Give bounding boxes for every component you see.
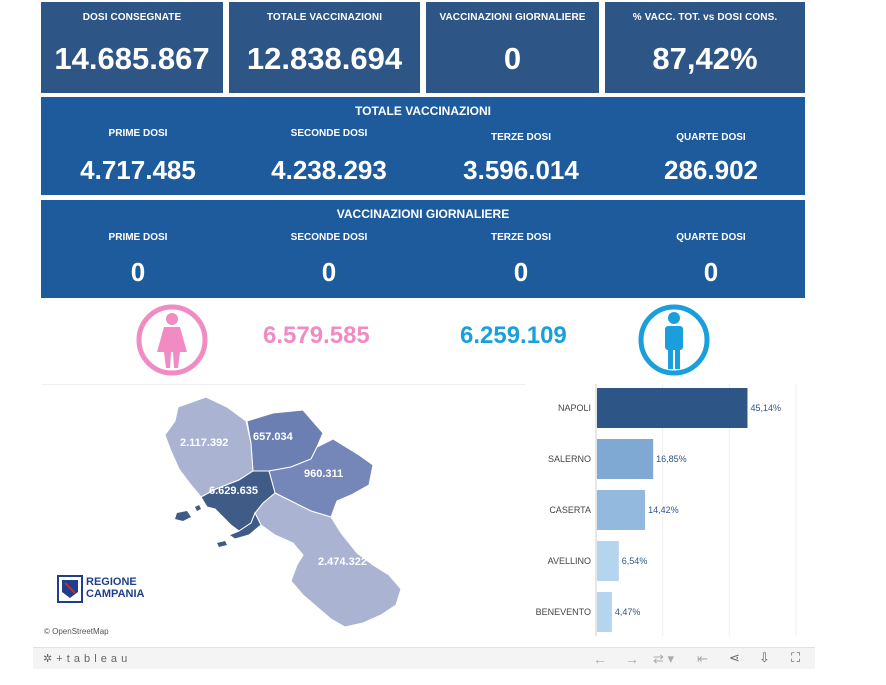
kpi-label: DOSI CONSEGNATE: [82, 12, 182, 23]
cell-label: SECONDE DOSI: [290, 232, 368, 243]
logo-line1: REGIONE: [86, 576, 137, 588]
kpi-vaccinazioni-giornaliere: VACCINAZIONI GIORNALIERE 0: [426, 2, 599, 93]
totale-prime-dosi: PRIME DOSI 4.717.485: [43, 128, 233, 186]
totale-vaccinazioni-panel: TOTALE VACCINAZIONI PRIME DOSI 4.717.485…: [41, 97, 805, 195]
chart-svg: NAPOLI 45,14% SALERNO 16,85% CASERTA 14,42% AV…: [536, 384, 797, 636]
map-value-caserta: 2.117.392: [180, 437, 229, 449]
panel-title: VACCINAZIONI GIORNALIERE: [336, 207, 510, 221]
bar-avellino[interactable]: [597, 541, 619, 581]
kpi-value: 12.838.694: [246, 41, 403, 76]
kpi-value: 0: [503, 41, 522, 76]
bar-category-label: NAPOLI: [558, 403, 591, 413]
map-value-benevento: 657.034: [253, 431, 293, 443]
tableau-brand-text: + t a b l e a u: [56, 653, 128, 665]
revert-icon[interactable]: ⇄ ▾: [653, 651, 675, 666]
province-salerno: [254, 492, 402, 628]
bar-value-label: 45,14%: [750, 403, 781, 413]
cell-label: TERZE DOSI: [490, 132, 551, 143]
cell-value: 0: [130, 257, 146, 287]
bar-category-label: AVELLINO: [548, 556, 591, 566]
tableau-toolbar: ✲ + t a b l e a u ← → ⇄ ▾ ⇤ ⋖ ⇩ ⛶: [33, 647, 815, 669]
bar-value-label: 16,85%: [656, 454, 687, 464]
male-person-icon: [638, 304, 710, 376]
map-value-salerno: 2.474.322: [318, 556, 367, 568]
bar-value-label: 4,47%: [615, 607, 641, 617]
bar-salerno[interactable]: [597, 439, 654, 479]
tableau-brand[interactable]: ✲ + t a b l e a u: [43, 652, 128, 665]
province-napoli-peninsula: [227, 511, 262, 540]
female-person-icon: [136, 304, 208, 376]
campania-map[interactable]: 2.117.392 657.034 960.311 6.629.635 2.47…: [41, 384, 525, 638]
cell-value: 286.902: [664, 155, 758, 185]
giornaliere-terze-dosi: TERZE DOSI 0: [426, 232, 616, 288]
bar-caserta[interactable]: [597, 490, 646, 530]
bar-value-label: 14,42%: [648, 505, 679, 515]
province-avellino: [268, 438, 374, 518]
kpi-value: 87,42%: [652, 41, 758, 76]
undo-icon[interactable]: ←: [593, 651, 607, 667]
kpi-percentuale: % VACC. TOT. vs DOSI CONS. 87,42%: [605, 2, 805, 93]
totale-terze-dosi: TERZE DOSI 3.596.014: [426, 132, 616, 186]
map-value-napoli: 6.629.635: [209, 485, 258, 497]
male-vaccinations-value: 6.259.109: [460, 322, 567, 349]
tableau-logo-icon: ✲: [43, 653, 53, 665]
cell-label: PRIME DOSI: [108, 232, 168, 243]
bar-category-label: SALERNO: [548, 454, 591, 464]
bar-benevento[interactable]: [597, 592, 612, 632]
vaccinazioni-giornaliere-panel: VACCINAZIONI GIORNALIERE PRIME DOSI 0 SE…: [41, 200, 805, 298]
island-procida: [195, 505, 201, 511]
cell-value: 0: [703, 257, 719, 287]
kpi-label: VACCINAZIONI GIORNALIERE: [439, 12, 586, 23]
redo-icon[interactable]: →: [625, 651, 639, 667]
kpi-value: 14.685.867: [54, 41, 210, 76]
island-capri: [217, 541, 227, 547]
share-icon[interactable]: ⋖: [729, 650, 740, 665]
kpi-label: % VACC. TOT. vs DOSI CONS.: [632, 12, 778, 23]
cell-value: 4.717.485: [80, 155, 196, 185]
bar-category-label: CASERTA: [549, 505, 591, 515]
map-attribution[interactable]: © OpenStreetMap: [44, 627, 109, 636]
female-vaccinations-value: 6.579.585: [263, 322, 370, 349]
giornaliere-quarte-dosi: QUARTE DOSI 0: [616, 232, 806, 288]
map-value-avellino: 960.311: [304, 468, 344, 480]
cell-label: PRIME DOSI: [108, 128, 168, 139]
cell-label: QUARTE DOSI: [676, 132, 746, 143]
regione-campania-logo: REGIONE CAMPANIA: [57, 575, 157, 605]
bar-napoli[interactable]: [597, 388, 748, 428]
kpi-totale-vaccinazioni: TOTALE VACCINAZIONI 12.838.694: [229, 2, 420, 93]
province-bar-chart: NAPOLI 45,14% SALERNO 16,85% CASERTA 14,42% AV…: [526, 384, 806, 638]
giornaliere-seconde-dosi: SECONDE DOSI 0: [234, 232, 424, 288]
download-icon[interactable]: ⇩: [759, 650, 770, 665]
kpi-dosi-consegnate: DOSI CONSEGNATE 14.685.867: [41, 2, 223, 93]
cell-value: 3.596.014: [463, 155, 579, 185]
totale-seconde-dosi: SECONDE DOSI 4.238.293: [234, 128, 424, 186]
cell-label: SECONDE DOSI: [290, 128, 368, 139]
island-ischia: [175, 511, 191, 521]
totale-quarte-dosi: QUARTE DOSI 286.902: [616, 132, 806, 186]
cell-value: 4.238.293: [271, 155, 387, 185]
panel-title: TOTALE VACCINAZIONI: [355, 104, 491, 118]
kpi-label: TOTALE VACCINAZIONI: [266, 12, 383, 23]
bar-value-label: 6,54%: [622, 556, 648, 566]
cell-label: TERZE DOSI: [490, 232, 551, 243]
logo-line2: CAMPANIA: [86, 588, 145, 600]
cell-value: 0: [513, 257, 529, 287]
bar-category-label: BENEVENTO: [536, 607, 591, 617]
reset-icon[interactable]: ⇤: [697, 651, 708, 666]
fullscreen-icon[interactable]: ⛶: [791, 650, 801, 665]
cell-value: 0: [321, 257, 337, 287]
cell-label: QUARTE DOSI: [676, 232, 746, 243]
giornaliere-prime-dosi: PRIME DOSI 0: [43, 232, 233, 288]
